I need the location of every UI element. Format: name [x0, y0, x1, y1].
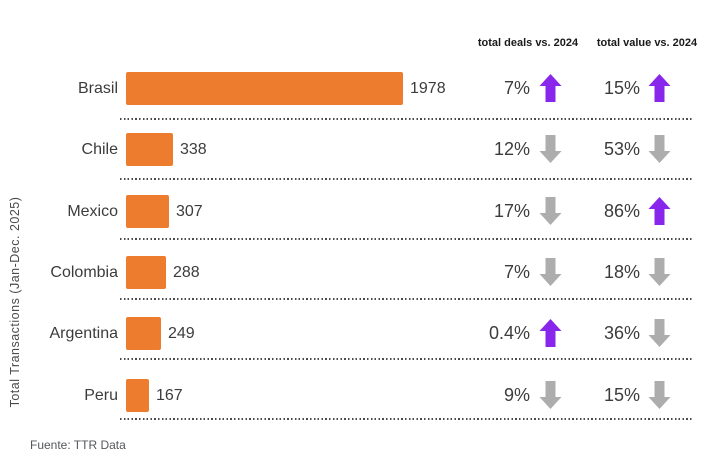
chart-row: Colombia 288 7% 18%	[0, 255, 721, 289]
deals-trend-arrow-icon	[539, 257, 562, 286]
deals-trend-arrow-icon	[539, 380, 562, 409]
deals-change-percent: 9%	[503, 384, 530, 405]
value-change-percent: 15%	[603, 384, 640, 405]
value-trend-arrow-icon	[648, 74, 671, 102]
deals-trend-arrow-icon	[539, 74, 562, 102]
row-separator	[120, 238, 693, 240]
chart-row: Chile 338 12% 53%	[0, 133, 721, 167]
transactions-bar	[126, 255, 166, 289]
source-note: Fuente: TTR Data	[30, 438, 126, 452]
transactions-bar	[126, 194, 169, 228]
deals-change-percent: 7%	[503, 261, 530, 282]
transactions-value-label: 307	[176, 202, 203, 220]
transactions-value-label: 1978	[410, 80, 446, 97]
value-trend-arrow-icon	[648, 196, 671, 225]
chart-row: Peru 167 9% 15%	[0, 378, 721, 412]
transactions-bar	[126, 72, 403, 105]
value-change-percent: 86%	[603, 200, 640, 221]
country-label: Mexico	[67, 202, 118, 220]
value-change-percent: 53%	[603, 139, 640, 160]
deals-change-percent: 12%	[493, 139, 530, 160]
value-trend-arrow-icon	[648, 380, 671, 409]
transactions-value-label: 249	[168, 325, 195, 343]
value-trend-arrow-icon	[648, 257, 671, 286]
transactions-value-label: 167	[156, 386, 183, 404]
column-header-total-deals: total deals vs. 2024	[477, 37, 579, 49]
deals-change-percent: 7%	[503, 78, 530, 98]
value-change-percent: 15%	[603, 78, 640, 98]
country-label: Chile	[81, 141, 118, 159]
transactions-bar	[126, 133, 173, 167]
transactions-bar	[126, 378, 149, 412]
row-separator	[120, 418, 693, 420]
country-label: Argentina	[49, 325, 119, 343]
deals-trend-arrow-icon	[539, 135, 562, 164]
chart-row: Mexico 307 17% 86%	[0, 194, 721, 228]
value-trend-arrow-icon	[648, 319, 671, 348]
transactions-value-label: 338	[180, 141, 207, 159]
row-separator	[120, 118, 693, 120]
deals-trend-arrow-icon	[539, 196, 562, 225]
value-change-percent: 18%	[603, 261, 640, 282]
deals-trend-arrow-icon	[539, 319, 562, 348]
chart-row: Brasil 1978 7% 15%	[0, 72, 721, 105]
deals-change-percent: 17%	[493, 200, 530, 221]
country-label: Peru	[84, 386, 118, 404]
country-label: Colombia	[50, 263, 118, 281]
value-trend-arrow-icon	[648, 135, 671, 164]
transactions-value-label: 288	[173, 263, 200, 281]
transactions-bar	[126, 317, 161, 351]
y-axis-label: Total Transactions (Jan-Dec. 2025)	[8, 196, 22, 408]
deals-change-percent: 0.4%	[488, 323, 530, 344]
row-separator	[120, 298, 693, 300]
chart-row: Argentina 249 0.4% 36%	[0, 317, 721, 351]
column-header-total-value: total value vs. 2024	[596, 37, 698, 49]
value-change-percent: 36%	[603, 323, 640, 344]
row-separator	[120, 178, 693, 180]
row-separator	[120, 358, 693, 360]
country-label: Brasil	[77, 80, 118, 97]
